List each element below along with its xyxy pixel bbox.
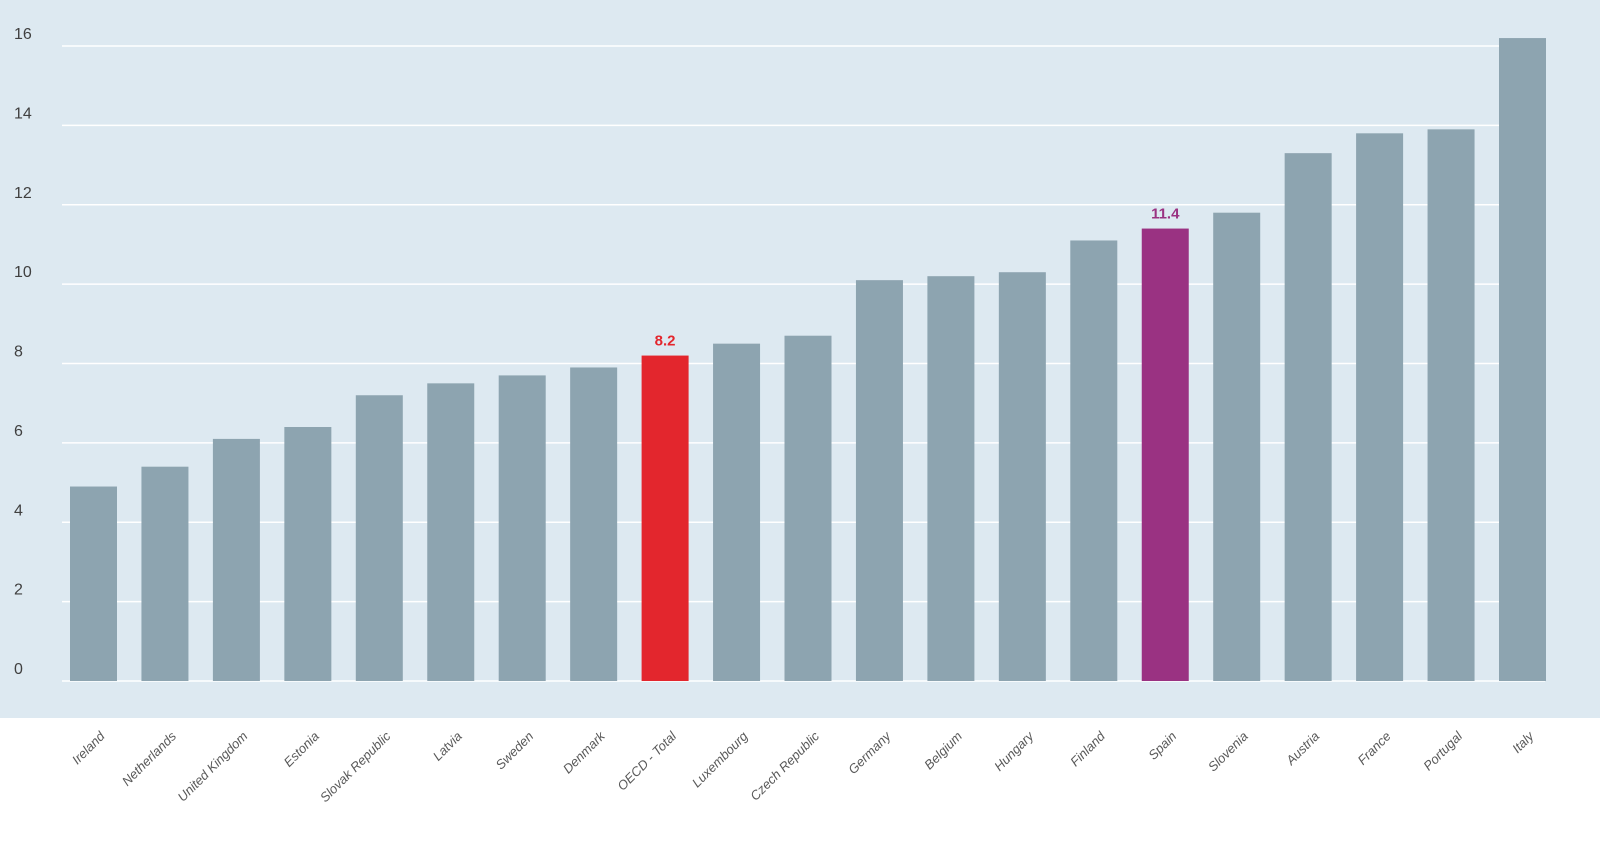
bar-netherlands (141, 466, 189, 681)
bar-france (1356, 133, 1404, 681)
x-tick-label: Austria (1282, 729, 1322, 769)
x-tick-label: United Kingdom (175, 728, 251, 804)
y-tick-label: 6 (14, 423, 23, 440)
x-tick-label: OECD - Total (614, 728, 680, 794)
bar-ireland (70, 486, 117, 681)
bar-hungary (998, 272, 1046, 681)
x-tick-label: Slovak Republic (317, 728, 394, 805)
x-tick-label: Latvia (430, 729, 465, 764)
bar-spain (1141, 228, 1189, 681)
x-tick-label: Slovenia (1205, 729, 1251, 775)
x-tick-label: Italy (1509, 727, 1538, 756)
bar-slovak-republic (355, 395, 403, 681)
bar-portugal (1427, 129, 1475, 681)
x-tick-label: Germany (845, 727, 894, 776)
bar-latvia (427, 383, 475, 681)
x-tick-label: Netherlands (119, 728, 180, 789)
x-tick-label: Czech Republic (747, 728, 822, 803)
bar-finland (1070, 240, 1118, 681)
data-label: 11.4 (1151, 206, 1180, 223)
data-label: 8.2 (655, 333, 676, 350)
bar-luxembourg (713, 343, 761, 681)
x-tick-label: Finland (1067, 728, 1108, 769)
x-tick-label: Estonia (281, 729, 322, 770)
y-tick-label: 16 (14, 26, 32, 43)
y-tick-label: 14 (14, 105, 32, 122)
bar-belgium (927, 276, 975, 681)
bar-oecd-total (641, 355, 689, 681)
y-tick-label: 2 (14, 582, 23, 599)
bar-united-kingdom (212, 438, 260, 681)
y-tick-label: 8 (14, 344, 23, 361)
bar-czech-republic (784, 335, 832, 681)
bar-denmark (570, 367, 618, 681)
x-tick-label: France (1354, 729, 1393, 768)
y-tick-label: 12 (14, 185, 32, 202)
y-tick-label: 4 (14, 502, 23, 519)
bar-sweden (498, 375, 546, 681)
y-tick-label: 10 (14, 264, 32, 281)
x-tick-label: Denmark (560, 727, 609, 776)
y-tick-label: 0 (14, 661, 23, 678)
x-tick-label: Hungary (991, 727, 1037, 773)
bar-austria (1284, 153, 1332, 681)
x-tick-label: Spain (1145, 729, 1179, 763)
x-tick-label: Ireland (69, 728, 108, 767)
bar-italy (1499, 38, 1546, 681)
x-tick-label: Luxembourg (689, 728, 751, 790)
x-tick-label: Sweden (492, 729, 536, 773)
bar-estonia (284, 427, 332, 681)
x-tick-label: Portugal (1420, 728, 1466, 774)
x-tick-label: Belgium (921, 728, 965, 772)
bar-slovenia (1213, 212, 1261, 681)
bar-germany (855, 280, 903, 681)
